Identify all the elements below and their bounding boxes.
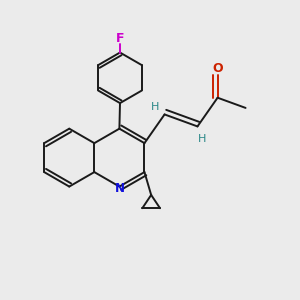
Text: N: N: [114, 182, 124, 195]
Text: H: H: [151, 102, 159, 112]
Text: O: O: [212, 62, 223, 75]
Text: H: H: [198, 134, 206, 144]
Text: F: F: [116, 32, 124, 45]
